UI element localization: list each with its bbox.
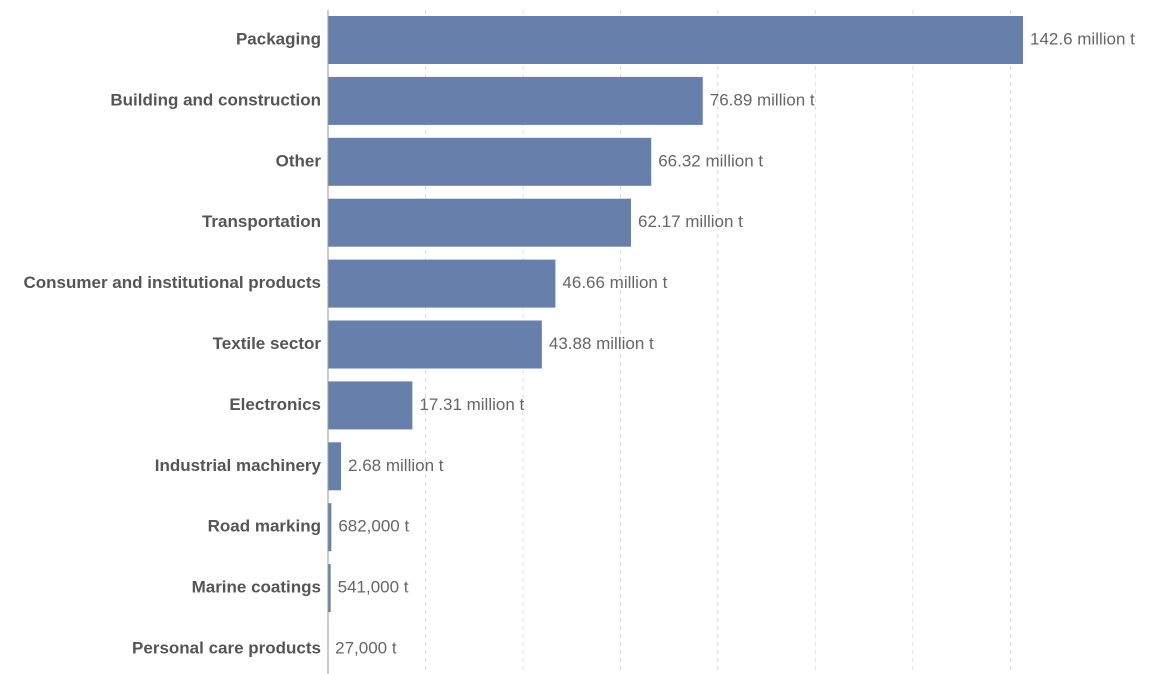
category-label: Building and construction bbox=[110, 90, 321, 109]
value-label: 27,000 t bbox=[335, 638, 397, 657]
bar-0 bbox=[328, 16, 1023, 64]
value-label: 66.32 million t bbox=[658, 151, 763, 170]
category-label: Other bbox=[276, 151, 322, 170]
bar-8 bbox=[328, 503, 332, 552]
bar-2 bbox=[328, 137, 652, 186]
value-label: 62.17 million t bbox=[638, 212, 743, 231]
bars bbox=[328, 16, 1023, 673]
category-label: Textile sector bbox=[213, 334, 322, 353]
bar-7 bbox=[328, 442, 342, 491]
bar-4 bbox=[328, 259, 556, 308]
bar-6 bbox=[328, 381, 413, 430]
category-label: Industrial machinery bbox=[155, 456, 322, 475]
value-label: 17.31 million t bbox=[419, 395, 524, 414]
category-label: Transportation bbox=[202, 212, 321, 231]
value-label: 76.89 million t bbox=[710, 90, 815, 109]
value-label: 541,000 t bbox=[338, 578, 409, 597]
category-label: Road marking bbox=[208, 517, 321, 536]
category-label: Personal care products bbox=[132, 638, 321, 657]
bar-1 bbox=[328, 76, 703, 125]
gridlines bbox=[424, 10, 1011, 674]
value-label: 43.88 million t bbox=[549, 334, 654, 353]
category-label: Electronics bbox=[229, 395, 321, 414]
category-label: Packaging bbox=[236, 29, 321, 48]
category-label: Consumer and institutional products bbox=[23, 273, 321, 292]
value-label: 46.66 million t bbox=[562, 273, 667, 292]
bar-9 bbox=[328, 564, 331, 613]
value-label: 2.68 million t bbox=[348, 456, 444, 475]
category-label: Marine coatings bbox=[192, 578, 321, 597]
labels: Packaging 142.6 million t Building and con… bbox=[23, 29, 1135, 657]
bar-5 bbox=[328, 320, 542, 369]
value-label: 682,000 t bbox=[338, 517, 409, 536]
bar-3 bbox=[328, 198, 632, 247]
value-label: 142.6 million t bbox=[1030, 29, 1135, 48]
